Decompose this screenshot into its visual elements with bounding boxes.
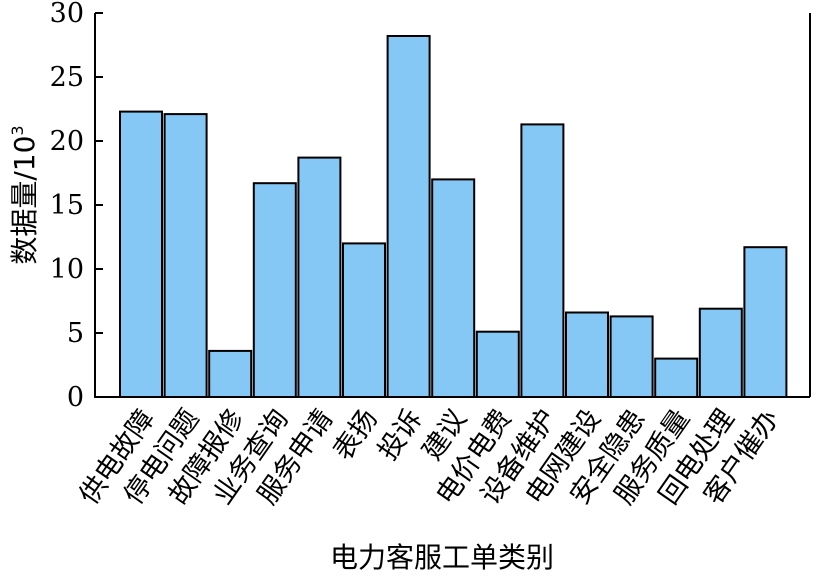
y-tick-label: 25: [50, 62, 84, 93]
y-ticks-layer: 0 5 10 15 20 25 30: [50, 0, 103, 413]
y-axis-title-main: 数据量/10: [8, 136, 41, 265]
bar-9: [475, 330, 520, 399]
y-tick-label: 30: [50, 0, 84, 29]
bar-1: [119, 110, 163, 398]
bar-7: [386, 35, 431, 398]
y-tick-label: 10: [50, 254, 84, 285]
y-axis-title: 数据量/103: [8, 125, 41, 264]
y-tick-label: 15: [50, 190, 84, 221]
bar-8: [431, 178, 476, 398]
x-tick-label-group: 投诉: [372, 404, 428, 466]
y-tick-label: 0: [67, 382, 84, 413]
x-tick-label: 投诉: [372, 404, 428, 466]
bars-layer: [119, 35, 788, 399]
bar-12: [609, 315, 654, 398]
x-tick-label-group: 表扬: [328, 404, 384, 466]
x-axis-title: 电力客服工单类别: [330, 541, 554, 574]
bar-10: [520, 123, 565, 399]
bar-6: [342, 242, 386, 398]
svg-text:数据量/103: 数据量/103: [8, 125, 41, 264]
y-tick-label: 5: [67, 318, 84, 349]
bar-13: [654, 357, 699, 399]
bar-11: [565, 311, 609, 398]
x-labels-layer: 供电故障停电问题故障报修业务查询服务申请表扬投诉建议电价电费设备维护电网建设安全…: [74, 404, 786, 510]
y-axis-title-exponent: 3: [8, 125, 27, 135]
bar-4: [252, 182, 297, 398]
bar-3: [208, 349, 253, 398]
y-tick-label: 20: [50, 126, 84, 157]
bar-5: [297, 156, 342, 398]
bar-14: [698, 307, 743, 399]
bar-15: [743, 246, 788, 398]
bar-2: [163, 113, 208, 398]
x-tick-label: 表扬: [328, 404, 384, 466]
